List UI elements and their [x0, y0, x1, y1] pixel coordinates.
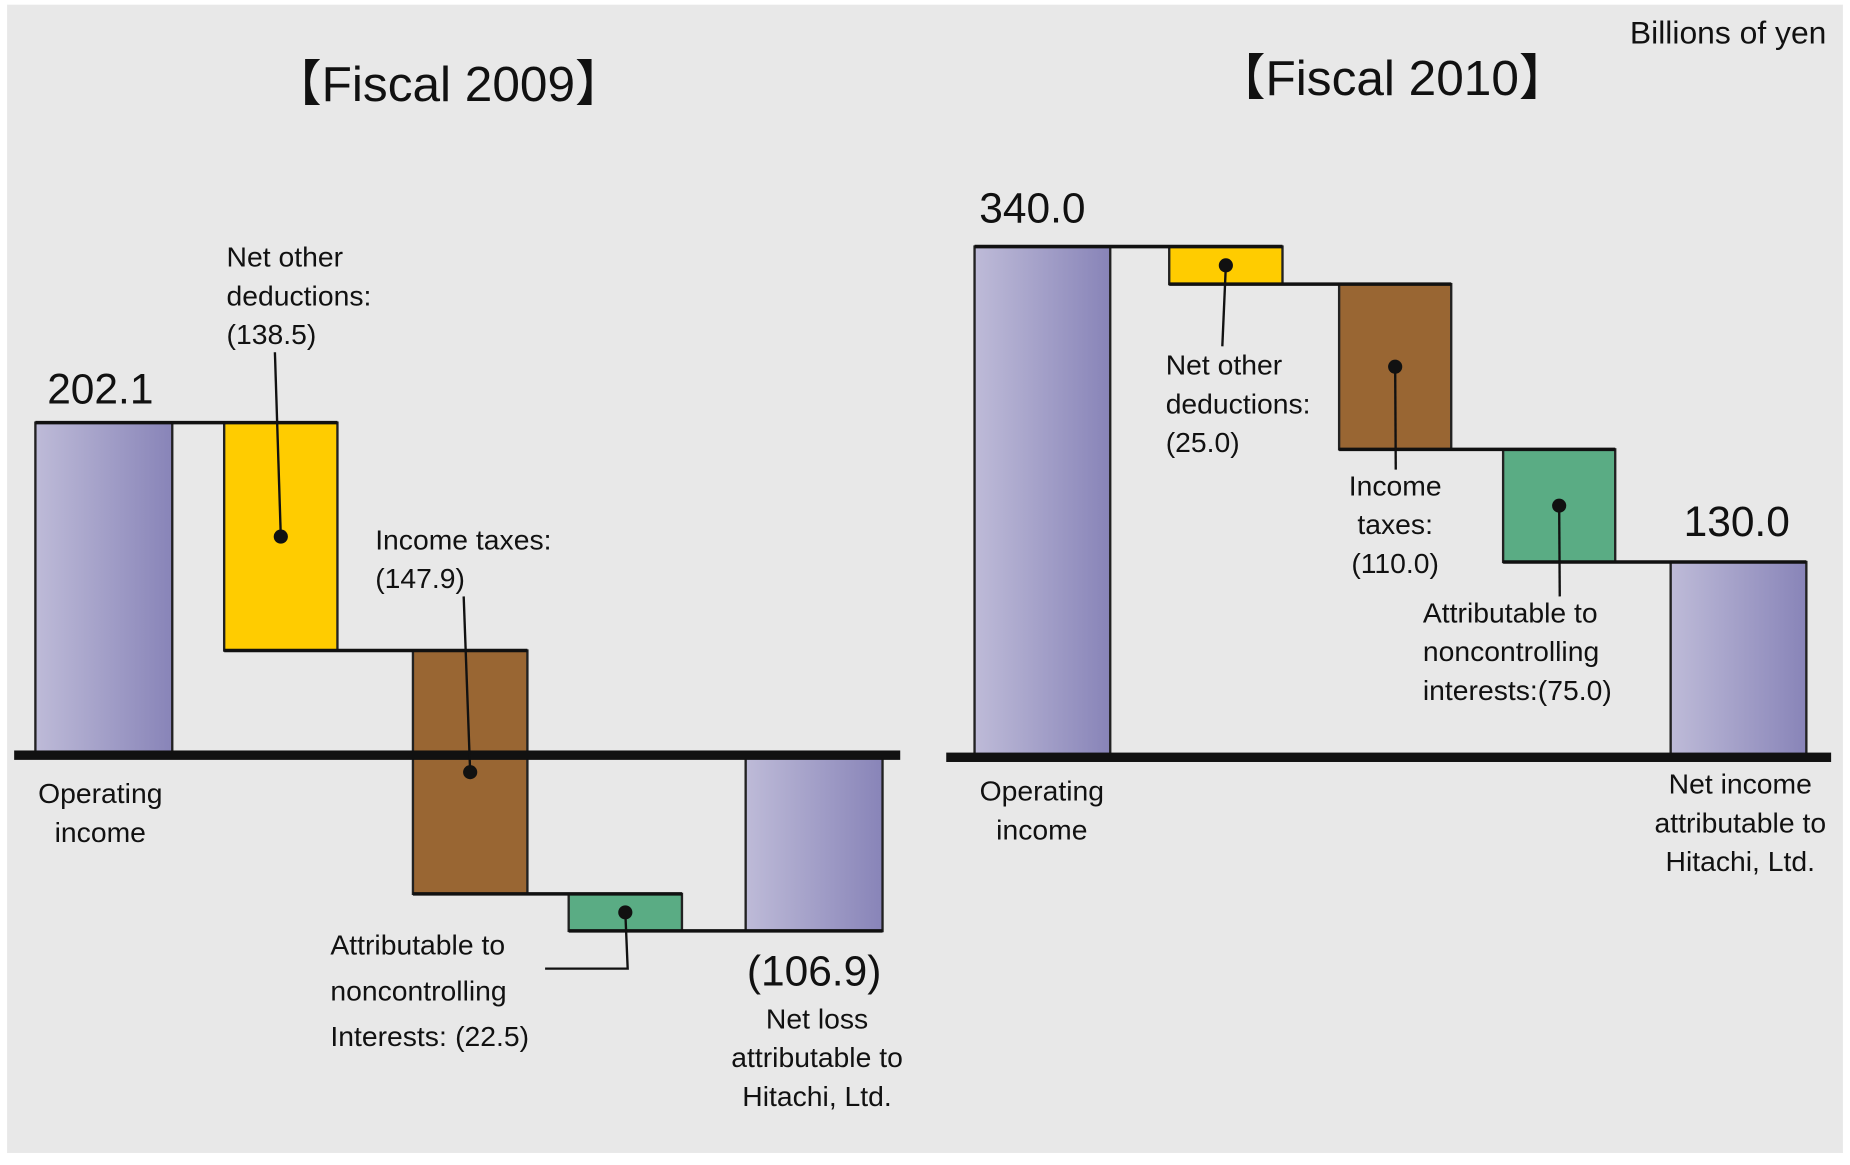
bar: [744, 754, 884, 933]
unit-label: Billions of yen: [1630, 15, 1826, 51]
category-label: Operating income: [979, 776, 1104, 847]
callout-label: Income taxes: (110.0): [1321, 467, 1468, 583]
category-box: Operating income: [38, 778, 163, 849]
callout-box: Income taxes: (110.0): [1321, 467, 1468, 583]
bar: [34, 421, 174, 757]
zero-line: [14, 750, 901, 760]
leader-line: [273, 352, 282, 537]
value-label: (106.9): [747, 948, 882, 995]
chart-title: 【Fiscal 2009】: [272, 57, 624, 112]
leader-dot: [1388, 359, 1403, 374]
leader-line: [462, 596, 472, 773]
label-part: (25.0): [1165, 427, 1240, 460]
label-part: (75.0): [1537, 675, 1612, 707]
category-box: Operating income: [979, 776, 1104, 847]
label-part: Attributable to noncontrolling interests…: [1422, 597, 1600, 707]
value-label: 130.0: [1684, 498, 1790, 545]
callout-label: Net other deductions: (138.5): [227, 238, 404, 354]
label-part: Income taxes:: [1348, 470, 1442, 542]
leader-dot: [618, 905, 633, 920]
leader-line: [1221, 265, 1228, 347]
label-part: Net other deductions:: [1165, 349, 1311, 421]
value-label: 340.0: [979, 185, 1085, 232]
zero-line: [946, 752, 1832, 762]
leader-line: [1557, 505, 1561, 597]
category-label: Operating income: [38, 778, 163, 849]
callout-label: Income taxes: (147.9): [375, 521, 581, 598]
callout-label: Attributable to noncontrolling Interests…: [330, 923, 566, 1060]
callout-label: Attributable to noncontrolling interests…: [1423, 594, 1659, 710]
leader-dot: [1218, 258, 1233, 273]
callout-box: Net other deductions: (25.0): [1166, 346, 1343, 462]
label-part: Attributable to noncontrolling Interests…: [330, 929, 507, 1054]
callout-box: Attributable to noncontrolling interests…: [1423, 594, 1659, 710]
leader-dot: [463, 765, 478, 780]
category-box: Net income attributable to Hitachi, Ltd.: [1654, 769, 1827, 879]
category-label: Net loss attributable to Hitachi, Ltd.: [731, 1003, 903, 1114]
label-part: (110.0): [1351, 548, 1439, 580]
chart-title: 【Fiscal 2010】: [1216, 51, 1568, 106]
leader-line: [1393, 366, 1397, 470]
leader-line: [545, 912, 629, 970]
category-box: Net loss attributable to Hitachi, Ltd.: [731, 1003, 903, 1114]
callout-box: Attributable to noncontrolling Interests…: [330, 923, 566, 1060]
bar: [973, 245, 1112, 759]
label-part: (138.5): [226, 319, 317, 352]
callout-label: Net other deductions: (25.0): [1166, 346, 1343, 462]
bar: [1669, 560, 1808, 759]
callout-box: Income taxes: (147.9): [375, 521, 581, 598]
label-part: (147.9): [375, 563, 465, 596]
leader-dot: [1552, 498, 1567, 513]
label-part: Net other deductions:: [226, 241, 372, 313]
value-label: 202.1: [47, 365, 153, 412]
category-label: Net income attributable to Hitachi, Ltd.: [1654, 769, 1827, 879]
label-part: (22.5): [455, 1021, 530, 1054]
leader-dot: [273, 529, 288, 544]
label-part: Income taxes:: [375, 524, 552, 557]
callout-box: Net other deductions: (138.5): [227, 238, 404, 354]
